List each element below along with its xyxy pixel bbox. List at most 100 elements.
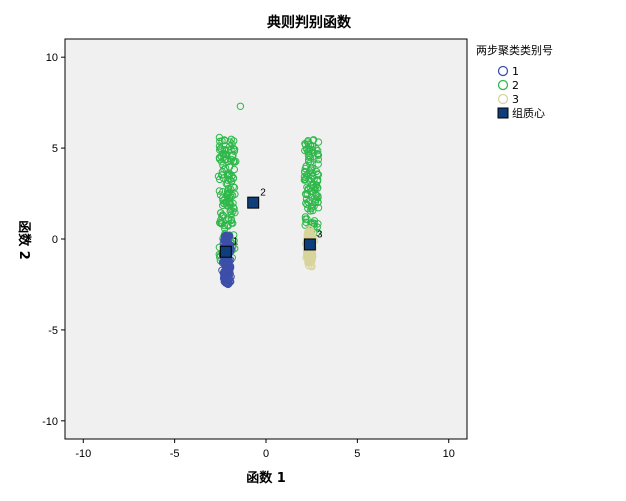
series-2-point — [229, 144, 238, 153]
series-2-point — [224, 189, 233, 198]
series-1-point — [220, 267, 228, 276]
series-2-point — [220, 146, 229, 154]
series-2-point — [222, 155, 230, 163]
series-2-point — [308, 164, 316, 172]
series-2-point — [223, 190, 232, 199]
series-2-point — [227, 206, 235, 214]
series-3-point — [306, 257, 314, 265]
series-2-point — [310, 217, 319, 225]
series-2-point — [217, 209, 225, 217]
centroid-label: 2 — [260, 188, 266, 199]
series-2-point — [219, 161, 227, 170]
series-2-point — [216, 175, 224, 184]
legend-label: 1 — [512, 65, 519, 78]
centroid-2 — [247, 196, 260, 209]
series-2-point — [314, 147, 322, 155]
series-2-point — [216, 219, 225, 227]
series-2-point — [304, 184, 312, 193]
legend-marker-2 — [497, 79, 509, 91]
series-1-point — [224, 232, 233, 241]
series-2-point — [232, 157, 240, 166]
series-1-point — [224, 261, 232, 269]
centroid-label: 3 — [317, 229, 323, 240]
series-2-point — [229, 183, 238, 191]
series-2-point — [301, 176, 309, 184]
series-2-point — [309, 206, 317, 215]
series-2-point — [306, 153, 315, 162]
series-2-point — [314, 150, 322, 159]
series-2-point — [221, 224, 229, 233]
legend-title: 两步聚类类别号 — [476, 43, 553, 57]
centroid-label: 1 — [233, 237, 239, 248]
y-tick-label: 0 — [52, 234, 58, 246]
series-2-point — [223, 201, 231, 210]
series-2-point — [306, 207, 314, 215]
series-2-point — [304, 140, 313, 148]
series-2-point — [302, 195, 311, 203]
series-2-point — [225, 146, 233, 154]
series-2-point — [215, 187, 224, 195]
series-2-point — [224, 171, 232, 180]
series-2-point — [301, 213, 310, 221]
axis-ticks: -10 -5 0 5 10 -10 -5 0 5 10 — [42, 52, 455, 460]
series-3-point — [305, 225, 313, 233]
series-2-point — [227, 215, 236, 224]
series-2-point — [223, 180, 232, 188]
series-2-point — [230, 204, 238, 213]
y-tick-label: 5 — [52, 143, 58, 155]
series-2-point — [308, 146, 316, 154]
x-tick-label: -10 — [75, 448, 91, 460]
y-axis-label: 函数 2 — [16, 220, 32, 260]
chart-title: 典则判别函数 — [267, 14, 352, 31]
series-2-point — [303, 145, 311, 153]
x-tick-label: 10 — [443, 448, 455, 460]
series-1-point — [222, 276, 231, 284]
series-2-point — [215, 142, 224, 150]
legend-label: 3 — [512, 93, 519, 106]
centroid-markers: 1 2 3 — [219, 188, 323, 258]
plot-area — [64, 38, 468, 440]
series-2-point — [301, 141, 310, 149]
legend-label: 2 — [512, 79, 519, 92]
series-2-point — [313, 176, 322, 184]
x-tick-label: -5 — [170, 448, 180, 460]
series-2-point — [229, 219, 237, 227]
series-2-point — [220, 136, 229, 145]
series-2-point — [309, 136, 317, 145]
series-1-point — [226, 278, 234, 286]
series-2-point — [308, 203, 316, 211]
legend-marker-1 — [497, 65, 509, 77]
series-2-point — [309, 136, 318, 144]
legend-marker-centroid — [497, 107, 509, 119]
series-2-point — [302, 171, 311, 180]
series-2-point — [216, 191, 225, 199]
x-axis-label: 函数 1 — [246, 470, 286, 486]
series-2-point — [230, 183, 239, 192]
series-2-point — [314, 155, 322, 164]
legend-label: 组质心 — [512, 106, 545, 120]
legend-marker-3 — [497, 93, 509, 105]
series-1-point — [224, 264, 232, 272]
series-2-point — [236, 102, 245, 111]
centroid-3 — [303, 238, 316, 251]
y-tick-label: -10 — [42, 416, 58, 428]
series-2-point — [301, 167, 309, 176]
series-2-point — [308, 169, 316, 177]
series-2-point — [312, 195, 320, 204]
series-2-point — [314, 160, 322, 168]
series-2-point — [230, 137, 238, 145]
series-2-point — [228, 172, 236, 180]
series-2-point — [301, 215, 310, 223]
series-2-point — [229, 157, 238, 166]
series-2-point — [225, 163, 234, 171]
series-2-point — [226, 138, 234, 146]
y-tick-label: 10 — [46, 52, 58, 64]
y-tick-label: -5 — [48, 325, 58, 337]
x-tick-label: 5 — [354, 448, 360, 460]
x-tick-label: 0 — [263, 448, 269, 460]
series-2-point — [313, 223, 321, 231]
series-2-point — [224, 176, 232, 184]
series-2-point — [219, 201, 227, 210]
